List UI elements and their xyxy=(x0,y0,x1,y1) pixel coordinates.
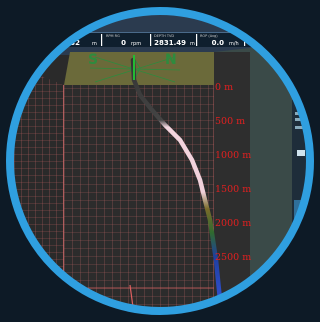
svg-text:2831.49: 2831.49 xyxy=(154,39,186,47)
compass-south-label: S xyxy=(88,52,98,68)
depth-tick-2000: 2000 xyxy=(215,218,239,229)
svg-text:2000 m: 2000 m xyxy=(215,218,251,229)
depth-scale: 0 m 500 m 1000 m 1500 m 2000 m 2500 m xyxy=(215,82,251,263)
depth-tick-2500: 2500 xyxy=(215,252,239,263)
svg-text:0 m: 0 m xyxy=(215,82,233,93)
hud-field-4: ROP (Avg) 0.0 m/h xyxy=(200,34,239,47)
svg-text:m: m xyxy=(92,41,97,47)
svg-text:m/h: m/h xyxy=(229,41,239,47)
svg-text:0.0: 0.0 xyxy=(212,39,225,47)
compass-north-label: N xyxy=(165,52,177,68)
wellbore-trajectory[interactable] xyxy=(130,57,223,303)
depth-tick-500: 500 xyxy=(215,116,233,127)
back-grid-wall xyxy=(64,85,215,308)
svg-text:1500 m: 1500 m xyxy=(215,184,251,195)
hud-bar: 4.32 m RPM RG 0 rpm DEPTH TVD 2831.49 m … xyxy=(20,32,307,47)
svg-text:RPM RG: RPM RG xyxy=(106,34,120,38)
svg-text:500 m: 500 m xyxy=(215,116,245,127)
svg-text:ROP (Avg): ROP (Avg) xyxy=(200,34,218,38)
depth-tick-0: 0 xyxy=(215,82,221,93)
hud-field-3: DEPTH TVD 2831.49 m xyxy=(154,34,195,47)
svg-text:1000 m: 1000 m xyxy=(215,150,251,161)
svg-text:2500 m: 2500 m xyxy=(215,252,251,263)
depth-tick-1500: 1500 xyxy=(215,184,239,195)
svg-text:m: m xyxy=(190,41,195,47)
hud-field-2: RPM RG 0 rpm xyxy=(106,34,141,47)
svg-text:0: 0 xyxy=(121,39,126,47)
depth-tick-1000: 1000 xyxy=(215,150,239,161)
viewport-ring xyxy=(6,7,314,315)
svg-text:rpm: rpm xyxy=(131,41,141,47)
svg-text:DEPTH TVD: DEPTH TVD xyxy=(154,34,174,38)
